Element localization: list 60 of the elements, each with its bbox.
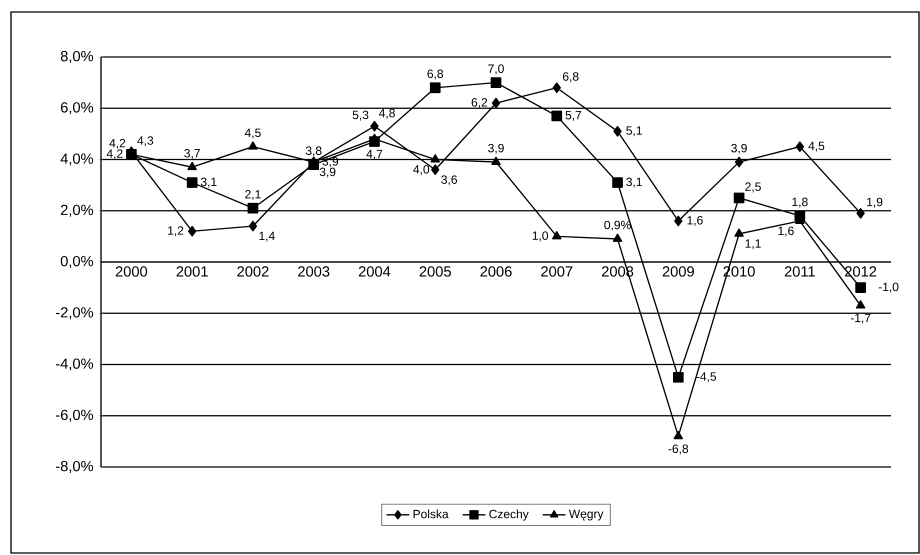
data-label: 3,7: [184, 148, 200, 159]
data-label: 2,1: [245, 190, 261, 200]
x-tick-label: 2006: [480, 266, 512, 277]
y-tick-label: -6,0%: [56, 410, 94, 422]
x-tick-label: 2005: [420, 266, 451, 277]
data-label: 1,2: [168, 226, 184, 236]
data-label: 4,8: [379, 108, 395, 119]
y-tick-label: -8,0%: [56, 460, 94, 474]
data-label: 4,5: [244, 128, 261, 138]
data-label: 4,3: [137, 136, 154, 146]
data-label: 1,8: [792, 198, 808, 208]
data-label: -6,8: [668, 444, 688, 454]
x-tick-label: 2002: [237, 266, 269, 277]
data-label: 5,7: [566, 111, 582, 121]
data-label: 0,9%: [604, 220, 631, 231]
x-tick-label: 2004: [358, 266, 390, 277]
data-label: 6,8: [428, 70, 444, 80]
data-label: 3,9: [488, 144, 504, 154]
data-label: -4,5: [696, 372, 716, 382]
x-tick-label: 2011: [784, 266, 815, 277]
data-label: 2,5: [745, 182, 761, 192]
data-label: 3,1: [200, 178, 217, 188]
y-tick-label: 8,0%: [60, 50, 94, 64]
data-label: 1,6: [688, 216, 703, 226]
data-label: 6,8: [562, 72, 579, 82]
x-tick-label: 2000: [116, 266, 148, 277]
x-tick-label: 2003: [298, 266, 330, 277]
x-tick-label: 2007: [541, 266, 572, 277]
y-tick-label: -2,0%: [56, 307, 94, 320]
data-label: 4,2: [106, 149, 123, 160]
y-tick-label: 0,0%: [60, 256, 94, 268]
data-label: 1,6: [778, 226, 794, 236]
data-label: 1,1: [746, 239, 761, 250]
data-label: 6,2: [472, 98, 488, 108]
y-tick-label: -4,0%: [56, 358, 94, 371]
legend-label: Czechy: [489, 509, 529, 521]
data-label: -1,7: [850, 314, 870, 324]
data-label: 4,7: [366, 150, 382, 160]
data-label: 3,9: [320, 168, 336, 178]
data-label: 5,1: [626, 126, 642, 136]
y-tick-label: 6,0%: [60, 102, 94, 114]
legend-label: Węgry: [568, 510, 604, 520]
data-label: 3,1: [626, 178, 642, 188]
data-label: 5,3: [352, 110, 368, 121]
data-label: 7,0: [488, 64, 504, 74]
x-tick-label: 2009: [662, 266, 694, 277]
data-label: 4,0: [413, 165, 430, 175]
data-label: -1,0: [878, 282, 898, 293]
data-label: 1,0: [532, 231, 548, 242]
y-tick-label: 2,0%: [60, 204, 94, 217]
x-tick-label: 2001: [176, 266, 208, 277]
legend-label: Polska: [414, 509, 449, 518]
data-label: 3,8: [306, 146, 322, 156]
data-label: 3,9: [731, 144, 747, 154]
data-label: 4,5: [808, 142, 824, 152]
data-label: 1,4: [259, 232, 275, 242]
y-tick-label: 4,0%: [60, 153, 94, 166]
data-label: 1,9: [867, 198, 882, 208]
data-label: 3,6: [441, 175, 457, 186]
data-label: 4,2: [109, 138, 126, 149]
